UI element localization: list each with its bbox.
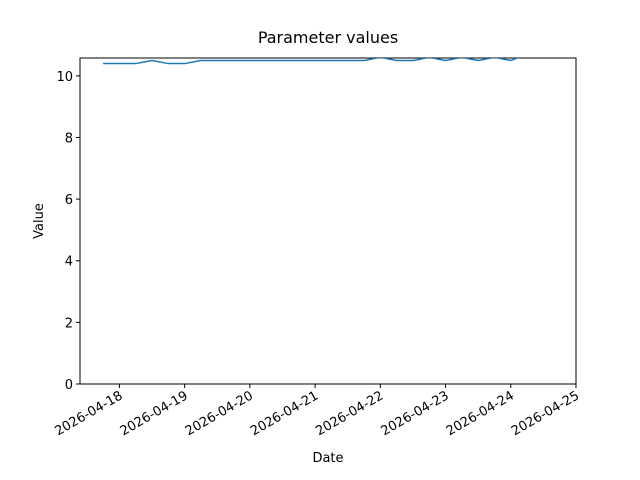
x-tick-label: 2026-04-18 [52, 388, 125, 439]
x-tick-label: 2026-04-22 [313, 388, 386, 439]
y-tick-label: 2 [65, 316, 73, 331]
x-tick-label: 2026-04-23 [379, 388, 452, 439]
plot-frame [79, 57, 577, 385]
x-tick-label: 2026-04-19 [118, 388, 191, 439]
y-axis-label: Value [32, 203, 47, 239]
y-tick-label: 0 [65, 378, 73, 393]
x-tick-label: 2026-04-24 [444, 388, 517, 439]
y-tick-label: 10 [56, 70, 73, 85]
plot-area [103, 58, 520, 65]
data-line [103, 58, 520, 65]
x-tick-label: 2026-04-20 [183, 388, 256, 439]
y-tick-label: 4 [65, 255, 73, 270]
y-tick-label: 6 [65, 193, 73, 208]
x-axis-label: Date [312, 451, 343, 466]
chart-title: Parameter values [258, 28, 398, 47]
x-tick-label: 2026-04-25 [509, 388, 582, 439]
x-tick-label: 2026-04-21 [248, 388, 321, 439]
y-tick-label: 8 [65, 131, 73, 146]
